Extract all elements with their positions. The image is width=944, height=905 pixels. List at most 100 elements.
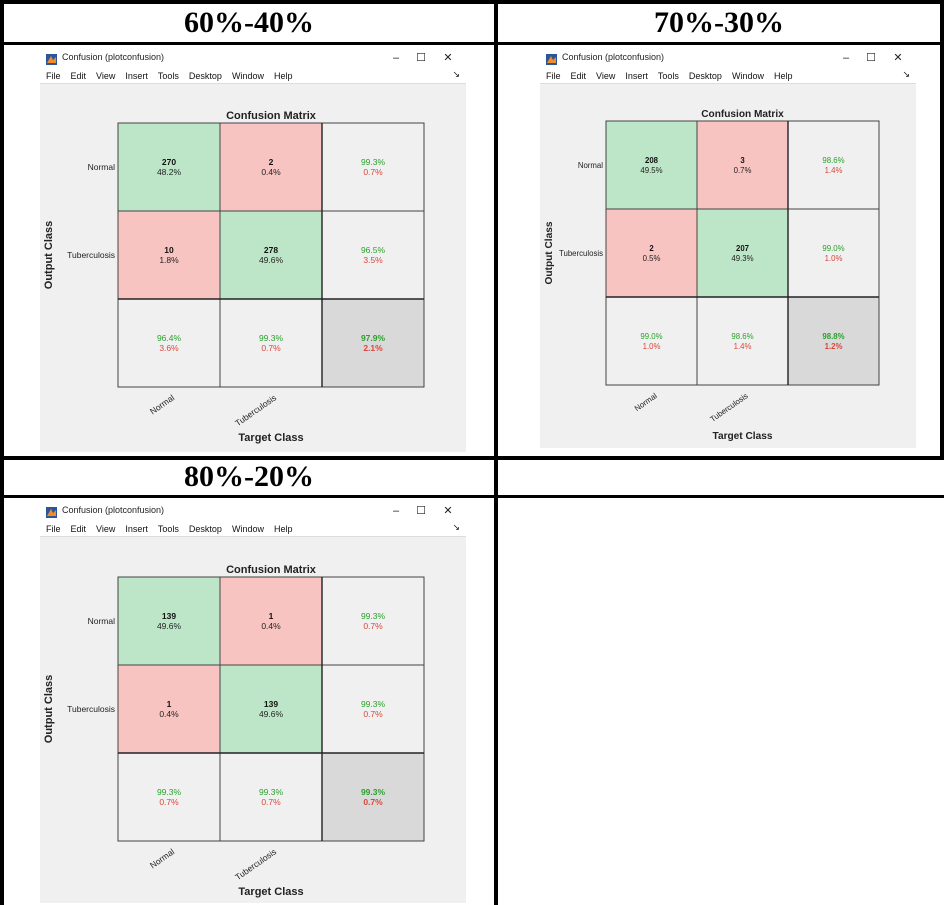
menu-item-file[interactable]: File bbox=[546, 71, 561, 81]
cell-percent: 49.6% bbox=[157, 621, 182, 631]
menu-item-help[interactable]: Help bbox=[273, 524, 293, 534]
header-split-1: 60%-40% bbox=[184, 6, 314, 39]
menu-item-file[interactable]: File bbox=[46, 524, 61, 534]
menu-bar: File Edit View Insert Tools Desktop Window Help… bbox=[540, 66, 916, 84]
menu-item-help[interactable]: Help bbox=[273, 71, 293, 81]
summary-cell-2-1 bbox=[219, 298, 323, 388]
summary-correct: 99.0% bbox=[640, 332, 662, 341]
menu-item-insert[interactable]: Insert bbox=[625, 71, 648, 81]
menu-item-file[interactable]: File bbox=[46, 71, 61, 81]
summary-correct: 99.3% bbox=[361, 157, 386, 167]
cell-count: 1 bbox=[167, 699, 172, 709]
table-rule-1 bbox=[0, 42, 944, 45]
menu-item-help[interactable]: Help bbox=[773, 71, 793, 81]
y-axis-label: Output Class bbox=[43, 675, 55, 743]
window-title: Confusion (plotconfusion) bbox=[62, 52, 165, 62]
y-axis-label: Output Class bbox=[544, 221, 555, 284]
menu-item-insert[interactable]: Insert bbox=[125, 524, 148, 534]
table-rule-3 bbox=[0, 495, 944, 498]
cell-percent: 0.5% bbox=[643, 254, 661, 263]
summary-cell-1-2 bbox=[321, 664, 425, 754]
summary-cell-0-2 bbox=[321, 576, 425, 666]
x-axis-label: Target Class bbox=[238, 432, 303, 444]
matlab-window-2: Confusion (plotconfusion) – ☐ ✕ File Edit View… bbox=[540, 50, 916, 448]
x-tick-label: Normal bbox=[148, 392, 176, 416]
chart-title: Confusion Matrix bbox=[226, 564, 317, 576]
header-split-3: 80%-20% bbox=[184, 460, 314, 493]
summary-cell-1-2 bbox=[787, 208, 880, 298]
close-button[interactable]: ✕ bbox=[893, 52, 903, 64]
cell-percent: 0.4% bbox=[261, 167, 281, 177]
table-rule-2 bbox=[0, 456, 944, 460]
menu-item-tools[interactable]: Tools bbox=[157, 524, 179, 534]
menu-item-edit[interactable]: Edit bbox=[570, 71, 587, 81]
menu-item-window[interactable]: Window bbox=[731, 71, 764, 81]
maximize-button[interactable]: ☐ bbox=[416, 505, 426, 517]
cell-percent: 49.3% bbox=[731, 254, 753, 263]
minimize-button[interactable]: – bbox=[392, 52, 400, 64]
menu-item-edit[interactable]: Edit bbox=[70, 524, 87, 534]
summary-wrong: 0.7% bbox=[159, 797, 179, 807]
cell-percent: 1.8% bbox=[159, 255, 179, 265]
summary-wrong: 0.7% bbox=[261, 343, 281, 353]
minimize-button[interactable]: – bbox=[392, 505, 400, 517]
matlab-logo-icon bbox=[546, 52, 557, 65]
matlab-window-3: Confusion (plotconfusion) – ☐ ✕ File Edit View… bbox=[40, 503, 466, 903]
summary-correct: 99.3% bbox=[361, 699, 386, 709]
matrix-cell-1-1 bbox=[219, 210, 323, 300]
matlab-window-1: Confusion (plotconfusion) – ☐ ✕ File Edit View… bbox=[40, 50, 466, 452]
summary-correct: 99.3% bbox=[259, 787, 284, 797]
menu-item-view[interactable]: View bbox=[96, 71, 116, 81]
menu-item-desktop[interactable]: Desktop bbox=[188, 524, 222, 534]
summary-cell-2-0 bbox=[605, 296, 698, 386]
menu-item-tools[interactable]: Tools bbox=[157, 71, 179, 81]
maximize-button[interactable]: ☐ bbox=[866, 52, 876, 64]
cell-percent: 0.4% bbox=[159, 709, 179, 719]
summary-cell-2-1 bbox=[696, 296, 789, 386]
menu-item-desktop[interactable]: Desktop bbox=[188, 71, 222, 81]
menu-item-window[interactable]: Window bbox=[231, 71, 264, 81]
dock-arrow-icon[interactable]: ↘ bbox=[452, 522, 460, 532]
summary-correct: 98.6% bbox=[731, 332, 753, 341]
menu-item-insert[interactable]: Insert bbox=[125, 71, 148, 81]
summary-correct: 99.3% bbox=[259, 333, 284, 343]
summary-wrong: 1.4% bbox=[825, 166, 843, 175]
window-title: Confusion (plotconfusion) bbox=[562, 52, 665, 62]
matrix-cell-1-0 bbox=[117, 664, 221, 754]
summary-correct: 97.9% bbox=[361, 333, 386, 343]
maximize-button[interactable]: ☐ bbox=[416, 52, 426, 64]
summary-cell-0-2 bbox=[787, 120, 880, 210]
summary-cell-2-0 bbox=[117, 298, 221, 388]
menu-bar: File Edit View Insert Tools Desktop Window Help… bbox=[40, 66, 466, 84]
summary-correct: 96.5% bbox=[361, 245, 386, 255]
summary-wrong: 1.0% bbox=[825, 254, 843, 263]
menu-item-edit[interactable]: Edit bbox=[70, 71, 87, 81]
chart-title: Confusion Matrix bbox=[701, 109, 784, 120]
cell-count: 139 bbox=[264, 699, 278, 709]
close-button[interactable]: ✕ bbox=[443, 505, 453, 517]
cell-percent: 49.6% bbox=[259, 709, 284, 719]
menu-item-view[interactable]: View bbox=[596, 71, 616, 81]
y-tick-label: Normal bbox=[88, 162, 116, 172]
minimize-button[interactable]: – bbox=[842, 52, 850, 64]
x-axis-label: Target Class bbox=[713, 431, 773, 442]
menu-item-window[interactable]: Window bbox=[231, 524, 264, 534]
x-tick-label: Normal bbox=[148, 846, 176, 870]
matrix-cell-1-0 bbox=[605, 208, 698, 298]
table-border-top bbox=[0, 0, 944, 4]
matlab-logo-icon bbox=[46, 52, 57, 65]
overall-cell-2-2 bbox=[787, 296, 880, 386]
window-title: Confusion (plotconfusion) bbox=[62, 505, 165, 515]
menu-item-tools[interactable]: Tools bbox=[657, 71, 679, 81]
summary-correct: 98.6% bbox=[822, 156, 844, 165]
close-button[interactable]: ✕ bbox=[443, 52, 453, 64]
dock-arrow-icon[interactable]: ↘ bbox=[452, 69, 460, 79]
cell-count: 2 bbox=[649, 244, 654, 253]
overall-cell-2-2 bbox=[321, 298, 425, 388]
menu-item-desktop[interactable]: Desktop bbox=[688, 71, 722, 81]
summary-cell-0-2 bbox=[321, 122, 425, 212]
dock-arrow-icon[interactable]: ↘ bbox=[902, 69, 910, 79]
summary-correct: 99.3% bbox=[361, 611, 386, 621]
menu-item-view[interactable]: View bbox=[96, 524, 116, 534]
summary-wrong: 0.7% bbox=[261, 797, 281, 807]
